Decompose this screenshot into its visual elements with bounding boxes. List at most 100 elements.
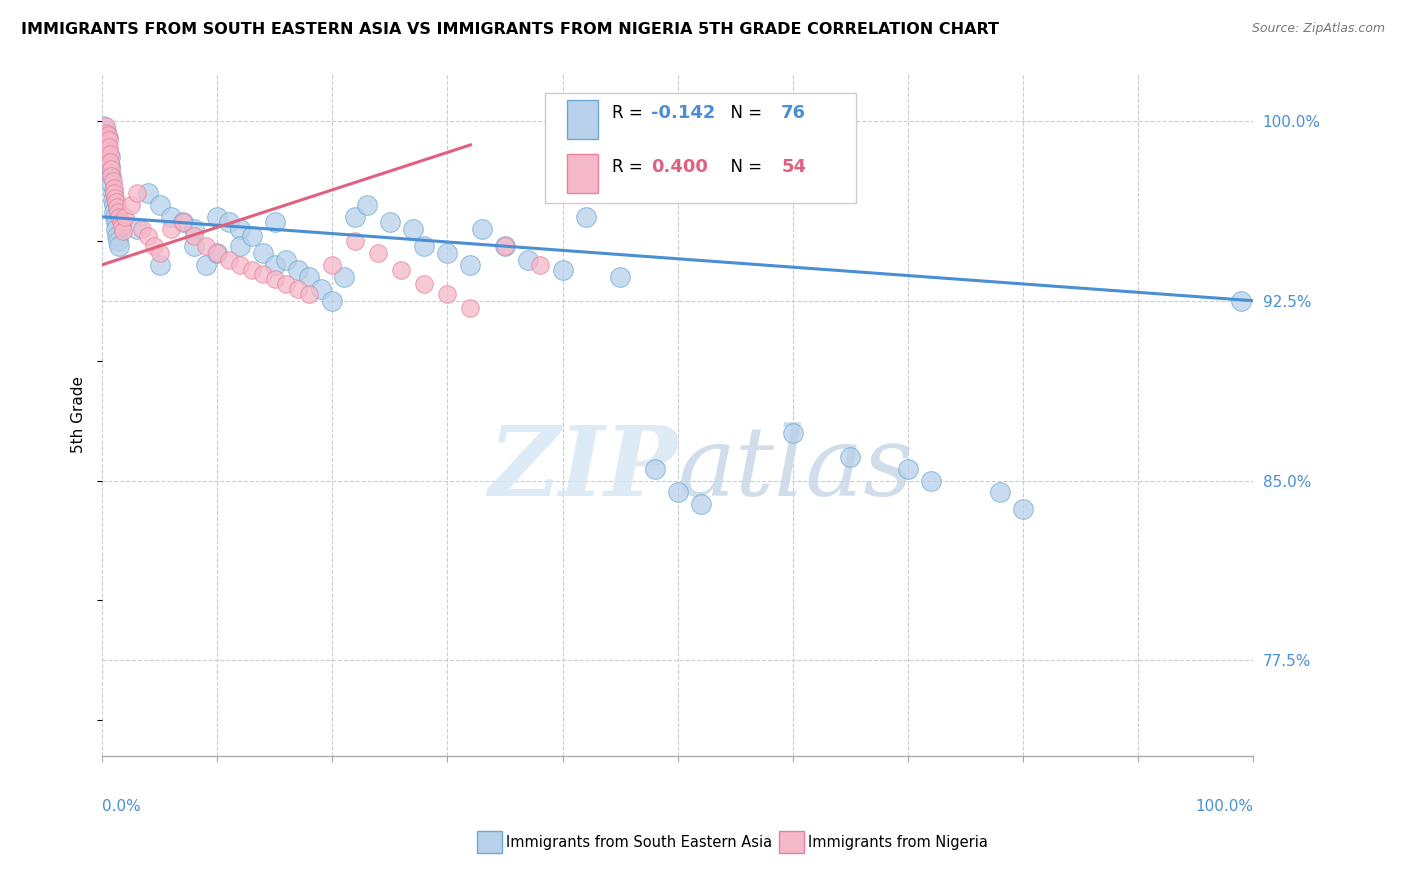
Point [103, 205, 125, 219]
Point [402, 221, 425, 235]
Point [276, 252, 298, 267]
Point [517, 252, 540, 267]
Point [194, 238, 217, 252]
Point [98, 164, 121, 178]
Text: N =: N = [720, 158, 768, 177]
Point [689, 498, 711, 512]
Point [207, 245, 229, 260]
Text: 100.0%: 100.0% [1195, 799, 1253, 814]
Point [108, 210, 131, 224]
Point [136, 229, 159, 244]
Text: IMMIGRANTS FROM SOUTH EASTERN ASIA VS IMMIGRANTS FROM NIGERIA 5TH GRADE CORRELAT: IMMIGRANTS FROM SOUTH EASTERN ASIA VS IM… [21, 22, 1000, 37]
FancyBboxPatch shape [567, 154, 598, 194]
Point [160, 210, 183, 224]
Point [98, 154, 121, 169]
Point [93, 128, 115, 143]
Point [94, 123, 117, 137]
Point [183, 229, 205, 244]
Point [93, 150, 115, 164]
Point [94, 133, 117, 147]
Point [229, 221, 252, 235]
Point [378, 214, 401, 228]
Point [207, 210, 229, 224]
Point [97, 145, 120, 160]
Point [413, 238, 436, 252]
Point [97, 128, 120, 143]
Point [229, 258, 252, 272]
Point [644, 461, 666, 475]
Point [252, 268, 274, 282]
Point [125, 221, 148, 235]
Point [321, 293, 343, 308]
Point [160, 221, 183, 235]
Point [240, 262, 263, 277]
Point [252, 245, 274, 260]
Point [105, 221, 128, 235]
Point [240, 229, 263, 244]
Point [172, 214, 194, 228]
Point [94, 126, 117, 140]
Point [839, 450, 862, 464]
Point [103, 198, 125, 212]
Point [263, 214, 285, 228]
Point [100, 169, 122, 183]
Text: R =: R = [612, 103, 648, 121]
Point [389, 262, 412, 277]
Point [344, 234, 367, 248]
Text: 0.0%: 0.0% [103, 799, 141, 814]
Point [98, 150, 121, 164]
Point [207, 245, 229, 260]
Point [460, 258, 482, 272]
Point [96, 130, 118, 145]
Point [529, 258, 551, 272]
Point [920, 474, 942, 488]
Point [460, 301, 482, 315]
Point [183, 221, 205, 235]
Point [101, 193, 124, 207]
Point [105, 214, 128, 228]
Point [988, 485, 1011, 500]
Point [471, 221, 494, 235]
Point [136, 186, 159, 200]
Point [104, 210, 127, 224]
Point [101, 186, 124, 200]
Point [897, 461, 920, 475]
Point [107, 205, 129, 219]
Point [298, 286, 321, 301]
Point [103, 186, 125, 200]
Point [287, 282, 309, 296]
Point [120, 198, 142, 212]
FancyBboxPatch shape [567, 100, 598, 138]
Point [98, 147, 121, 161]
Text: -0.142: -0.142 [651, 103, 716, 121]
Point [1230, 293, 1253, 308]
Point [104, 191, 127, 205]
Point [96, 137, 118, 152]
Text: 76: 76 [782, 103, 806, 121]
Point [436, 286, 458, 301]
Point [131, 221, 153, 235]
Point [218, 252, 240, 267]
Point [413, 277, 436, 291]
Point [101, 174, 124, 188]
Point [100, 169, 122, 183]
Point [98, 157, 121, 171]
Point [551, 262, 574, 277]
Point [105, 195, 128, 210]
Point [782, 425, 804, 440]
Point [309, 282, 332, 296]
FancyBboxPatch shape [546, 94, 856, 202]
Point [93, 137, 115, 152]
Point [96, 150, 118, 164]
Point [96, 143, 118, 157]
Point [367, 245, 389, 260]
Point [1011, 502, 1033, 516]
Point [229, 238, 252, 252]
Text: Immigrants from South Eastern Asia: Immigrants from South Eastern Asia [506, 835, 772, 849]
Point [114, 210, 136, 224]
Point [93, 137, 115, 152]
Point [149, 245, 172, 260]
Point [94, 119, 117, 133]
Point [98, 140, 121, 154]
Point [105, 229, 128, 244]
